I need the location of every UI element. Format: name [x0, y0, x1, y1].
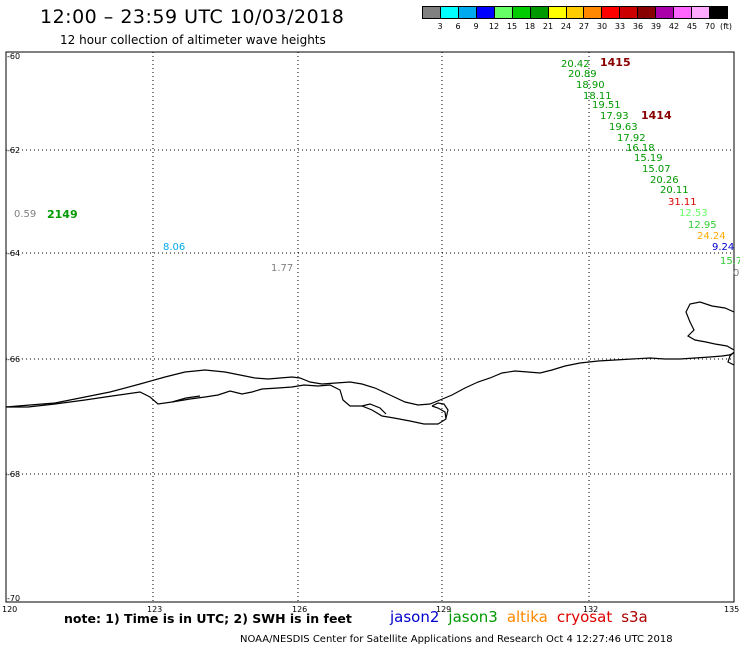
- color-scale-label: 6: [455, 22, 461, 31]
- graticule: [6, 52, 734, 602]
- observation-layer: 20.42 20.89 18.90 18.11 19.51 17.93 19.6…: [14, 56, 740, 279]
- color-scale-cell: [674, 6, 693, 19]
- wave-height-value: 20.89: [568, 69, 597, 80]
- wave-height-value: 17.92: [617, 133, 646, 144]
- color-scale-cell: [422, 6, 441, 19]
- lat-label: -64: [7, 249, 20, 258]
- color-scale-cell: [602, 6, 621, 19]
- color-scale-label: 70: [704, 22, 716, 31]
- color-scale-label: 18: [524, 22, 536, 31]
- color-scale-cell: [620, 6, 639, 19]
- wave-height-value: 18.11: [583, 91, 612, 102]
- color-scale-label: 24: [560, 22, 572, 31]
- pass-number-label: 1415: [600, 56, 631, 69]
- color-scale-cell: [566, 6, 585, 19]
- wave-height-value: 12.95: [688, 220, 717, 231]
- lon-label: 123: [147, 605, 162, 614]
- wave-height-value: 20.26: [650, 175, 679, 186]
- color-scale-cell: [476, 6, 495, 19]
- color-scale-bar: [422, 6, 728, 19]
- color-scale-label: 12: [488, 22, 500, 31]
- color-scale-label: 42: [668, 22, 680, 31]
- pass-number-label: 2149: [47, 208, 78, 221]
- color-scale-cell: [692, 6, 710, 19]
- wave-height-value: 20.42: [561, 59, 590, 70]
- color-scale-cell: [512, 6, 531, 19]
- lon-label: 120: [2, 605, 17, 614]
- wave-height-value: 0.59: [14, 209, 36, 220]
- color-scale-cell: [710, 6, 728, 19]
- lon-label: 132: [583, 605, 598, 614]
- satellite-legend: jason2 jason3 altika cryosat s3a: [390, 608, 657, 626]
- wave-height-value: 8.06: [163, 242, 185, 253]
- color-scale-label: 39: [650, 22, 662, 31]
- lat-label: -70: [7, 594, 20, 603]
- wave-height-value: 15.7: [720, 256, 740, 267]
- map-frame: [5, 51, 735, 603]
- wave-height-value: 24.24: [697, 231, 726, 242]
- color-scale-label: 27: [578, 22, 590, 31]
- legend-jason3: jason3: [448, 608, 498, 626]
- lat-label: -62: [7, 146, 20, 155]
- color-scale-label: 30: [596, 22, 608, 31]
- wave-height-value: 0: [733, 268, 739, 279]
- page-subtitle: 12 hour collection of altimeter wave hei…: [60, 33, 326, 47]
- wave-height-value: 16.18: [626, 143, 655, 154]
- credit-line: NOAA/NESDIS Center for Satellite Applica…: [240, 634, 673, 645]
- color-scale-label: 36: [632, 22, 644, 31]
- color-scale-cell: [494, 6, 513, 19]
- wave-height-value: 12.53: [679, 208, 708, 219]
- color-scale-cell: [584, 6, 603, 19]
- color-scale-label: 3: [437, 22, 443, 31]
- page-title: 12:00 – 23:59 UTC 10/03/2018: [40, 6, 345, 28]
- lon-label: 126: [292, 605, 307, 614]
- wave-height-value: 18.90: [576, 80, 605, 91]
- color-scale-cell: [440, 6, 459, 19]
- lon-label: 135: [724, 605, 739, 614]
- legend-jason2: jason2: [390, 608, 440, 626]
- color-scale-cell: [656, 6, 675, 19]
- color-scale-label: 9: [473, 22, 479, 31]
- wave-height-value: 15.19: [634, 153, 663, 164]
- pass-number-label: 1414: [641, 109, 672, 122]
- color-scale-unit: (ft): [719, 22, 733, 31]
- color-scale-label: 45: [686, 22, 698, 31]
- coastline: [5, 301, 735, 425]
- color-scale-cell: [530, 6, 549, 19]
- legend-s3a: s3a: [621, 608, 648, 626]
- wave-height-value: 19.51: [592, 100, 621, 111]
- wave-height-value: 19.63: [609, 122, 638, 133]
- wave-height-value: 17.93: [600, 111, 629, 122]
- color-scale-label: 33: [614, 22, 626, 31]
- legend-altika: altika: [506, 608, 548, 626]
- wave-height-value: 9.24: [712, 242, 734, 253]
- lon-label: 129: [436, 605, 451, 614]
- wave-height-value: 15.07: [642, 164, 671, 175]
- color-scale-cell: [638, 6, 657, 19]
- legend-cryosat: cryosat: [556, 608, 613, 626]
- wave-height-value: 31.11: [668, 197, 697, 208]
- color-scale-labels: 3 6 9 12 15 18 21 24 27 30 33 36 39 42 45 70 (ft): [422, 22, 732, 34]
- color-scale-label: 15: [506, 22, 518, 31]
- footnote: note: 1) Time is in UTC; 2) SWH is in fe…: [64, 611, 352, 626]
- lat-label: -60: [7, 52, 20, 61]
- color-scale-cell: [458, 6, 477, 19]
- color-scale-label: 21: [542, 22, 554, 31]
- lat-label: -66: [7, 355, 20, 364]
- lat-label: -68: [7, 470, 20, 479]
- wave-height-value: 1.77: [271, 263, 293, 274]
- wave-height-value: 20.11: [660, 185, 689, 196]
- color-scale-cell: [548, 6, 567, 19]
